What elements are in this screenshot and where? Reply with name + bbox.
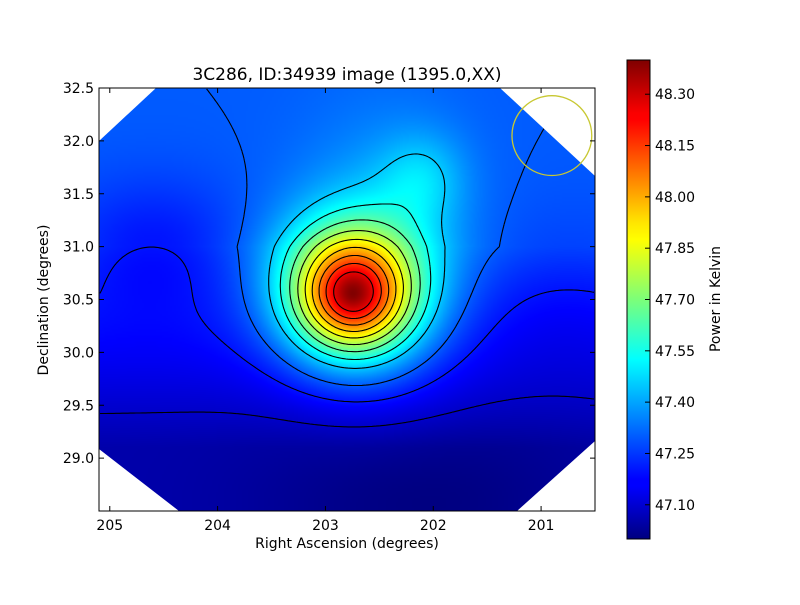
contour-line xyxy=(268,153,446,369)
colorbar-ticks: 47.10 47.25 47.40 47.55 47.70 47.85 48.00 48.15… xyxy=(645,87,695,514)
contour-line xyxy=(297,229,412,346)
heatmap-image xyxy=(99,88,595,511)
contour-line xyxy=(325,262,382,320)
contour-line xyxy=(304,238,404,339)
blank-corner xyxy=(500,88,595,176)
x-tick-label: 202 xyxy=(420,518,447,534)
y-axis: 29.0 29.5 30.0 30.5 31.0 31.5 32.0 32.5 xyxy=(63,81,595,467)
blank-corner xyxy=(99,88,156,141)
y-tick-label: 30.5 xyxy=(63,293,94,309)
contour-line xyxy=(279,203,432,361)
colorbar-gradient xyxy=(627,60,650,539)
colorbar-tick-label: 48.30 xyxy=(655,87,695,103)
x-tick-label: 204 xyxy=(204,518,231,534)
y-axis-label: Declination (degrees) xyxy=(36,225,52,376)
colorbar-label: Power in Kelvin xyxy=(708,246,724,352)
x-tick-label: 205 xyxy=(96,518,123,534)
contour-lines xyxy=(99,88,595,428)
chart-title: 3C286, ID:34939 image (1395.0,XX) xyxy=(192,65,501,85)
plot-area xyxy=(99,88,595,511)
colorbar: 47.10 47.25 47.40 47.55 47.70 47.85 48.00 48.15… xyxy=(626,59,724,540)
y-tick-label: 31.0 xyxy=(63,240,94,256)
x-tick-label: 201 xyxy=(528,518,555,534)
contour-line xyxy=(311,246,397,333)
contour-line xyxy=(289,219,421,353)
colorbar-tick-label: 47.55 xyxy=(655,344,695,360)
y-tick-label: 30.0 xyxy=(63,345,94,361)
colorbar-tick-label: 48.15 xyxy=(655,139,695,155)
contour-line xyxy=(99,246,595,403)
x-tick-label: 203 xyxy=(312,518,339,534)
y-tick-label: 31.5 xyxy=(63,187,94,203)
blank-corner xyxy=(517,441,595,511)
y-tick-label: 29.5 xyxy=(63,398,94,414)
x-axis-label: Right Ascension (degrees) xyxy=(255,536,439,552)
colorbar-tick-label: 47.10 xyxy=(655,498,695,514)
contour-line xyxy=(333,271,374,312)
colorbar-tick-label: 47.85 xyxy=(655,241,695,257)
contour-line xyxy=(100,395,595,428)
colorbar-tick-label: 47.70 xyxy=(655,293,695,309)
y-tick-label: 32.0 xyxy=(63,134,94,150)
beam-circle xyxy=(511,95,593,177)
y-tick-label: 32.5 xyxy=(63,81,94,97)
colorbar-tick-label: 47.25 xyxy=(655,446,695,462)
y-tick-label: 29.0 xyxy=(63,451,94,467)
blank-corner xyxy=(99,449,179,511)
colorbar-tick-label: 48.00 xyxy=(655,190,695,206)
contour-line xyxy=(318,254,390,326)
blank-corners xyxy=(99,88,595,511)
x-axis: 205 204 203 202 201 xyxy=(96,88,554,534)
colorbar-tick-label: 47.40 xyxy=(655,395,695,411)
